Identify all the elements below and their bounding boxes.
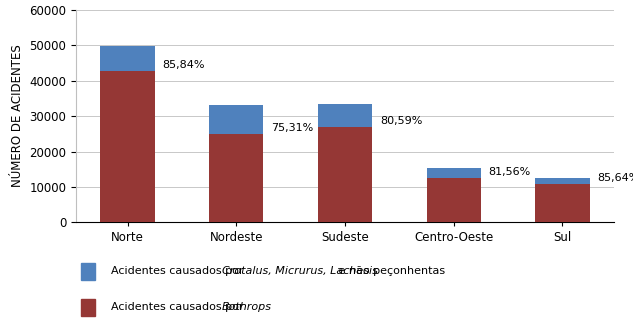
Y-axis label: NÚMERO DE ACIDENTES: NÚMERO DE ACIDENTES bbox=[11, 45, 23, 187]
Text: Bothrops: Bothrops bbox=[222, 302, 272, 312]
Bar bbox=[101, 46, 154, 222]
Text: 75,31%: 75,31% bbox=[271, 123, 313, 133]
Bar bbox=[427, 178, 481, 222]
Text: 85,84%: 85,84% bbox=[163, 60, 205, 70]
Bar bbox=[209, 134, 263, 222]
Text: e não peçonhentas: e não peçonhentas bbox=[335, 267, 445, 276]
Text: Acidentes causados por: Acidentes causados por bbox=[111, 267, 247, 276]
Text: 81,56%: 81,56% bbox=[489, 167, 530, 177]
Text: 85,64%: 85,64% bbox=[597, 173, 633, 183]
Bar bbox=[209, 105, 263, 222]
Text: Acidentes causados por: Acidentes causados por bbox=[111, 302, 247, 312]
Text: 80,59%: 80,59% bbox=[380, 116, 422, 126]
Text: Crotalus, Micrurus, Lachesis: Crotalus, Micrurus, Lachesis bbox=[222, 267, 378, 276]
Bar bbox=[536, 178, 589, 222]
Bar bbox=[536, 184, 589, 222]
Bar bbox=[101, 71, 154, 222]
Bar bbox=[318, 104, 372, 222]
Bar bbox=[427, 168, 481, 222]
Bar bbox=[318, 127, 372, 222]
